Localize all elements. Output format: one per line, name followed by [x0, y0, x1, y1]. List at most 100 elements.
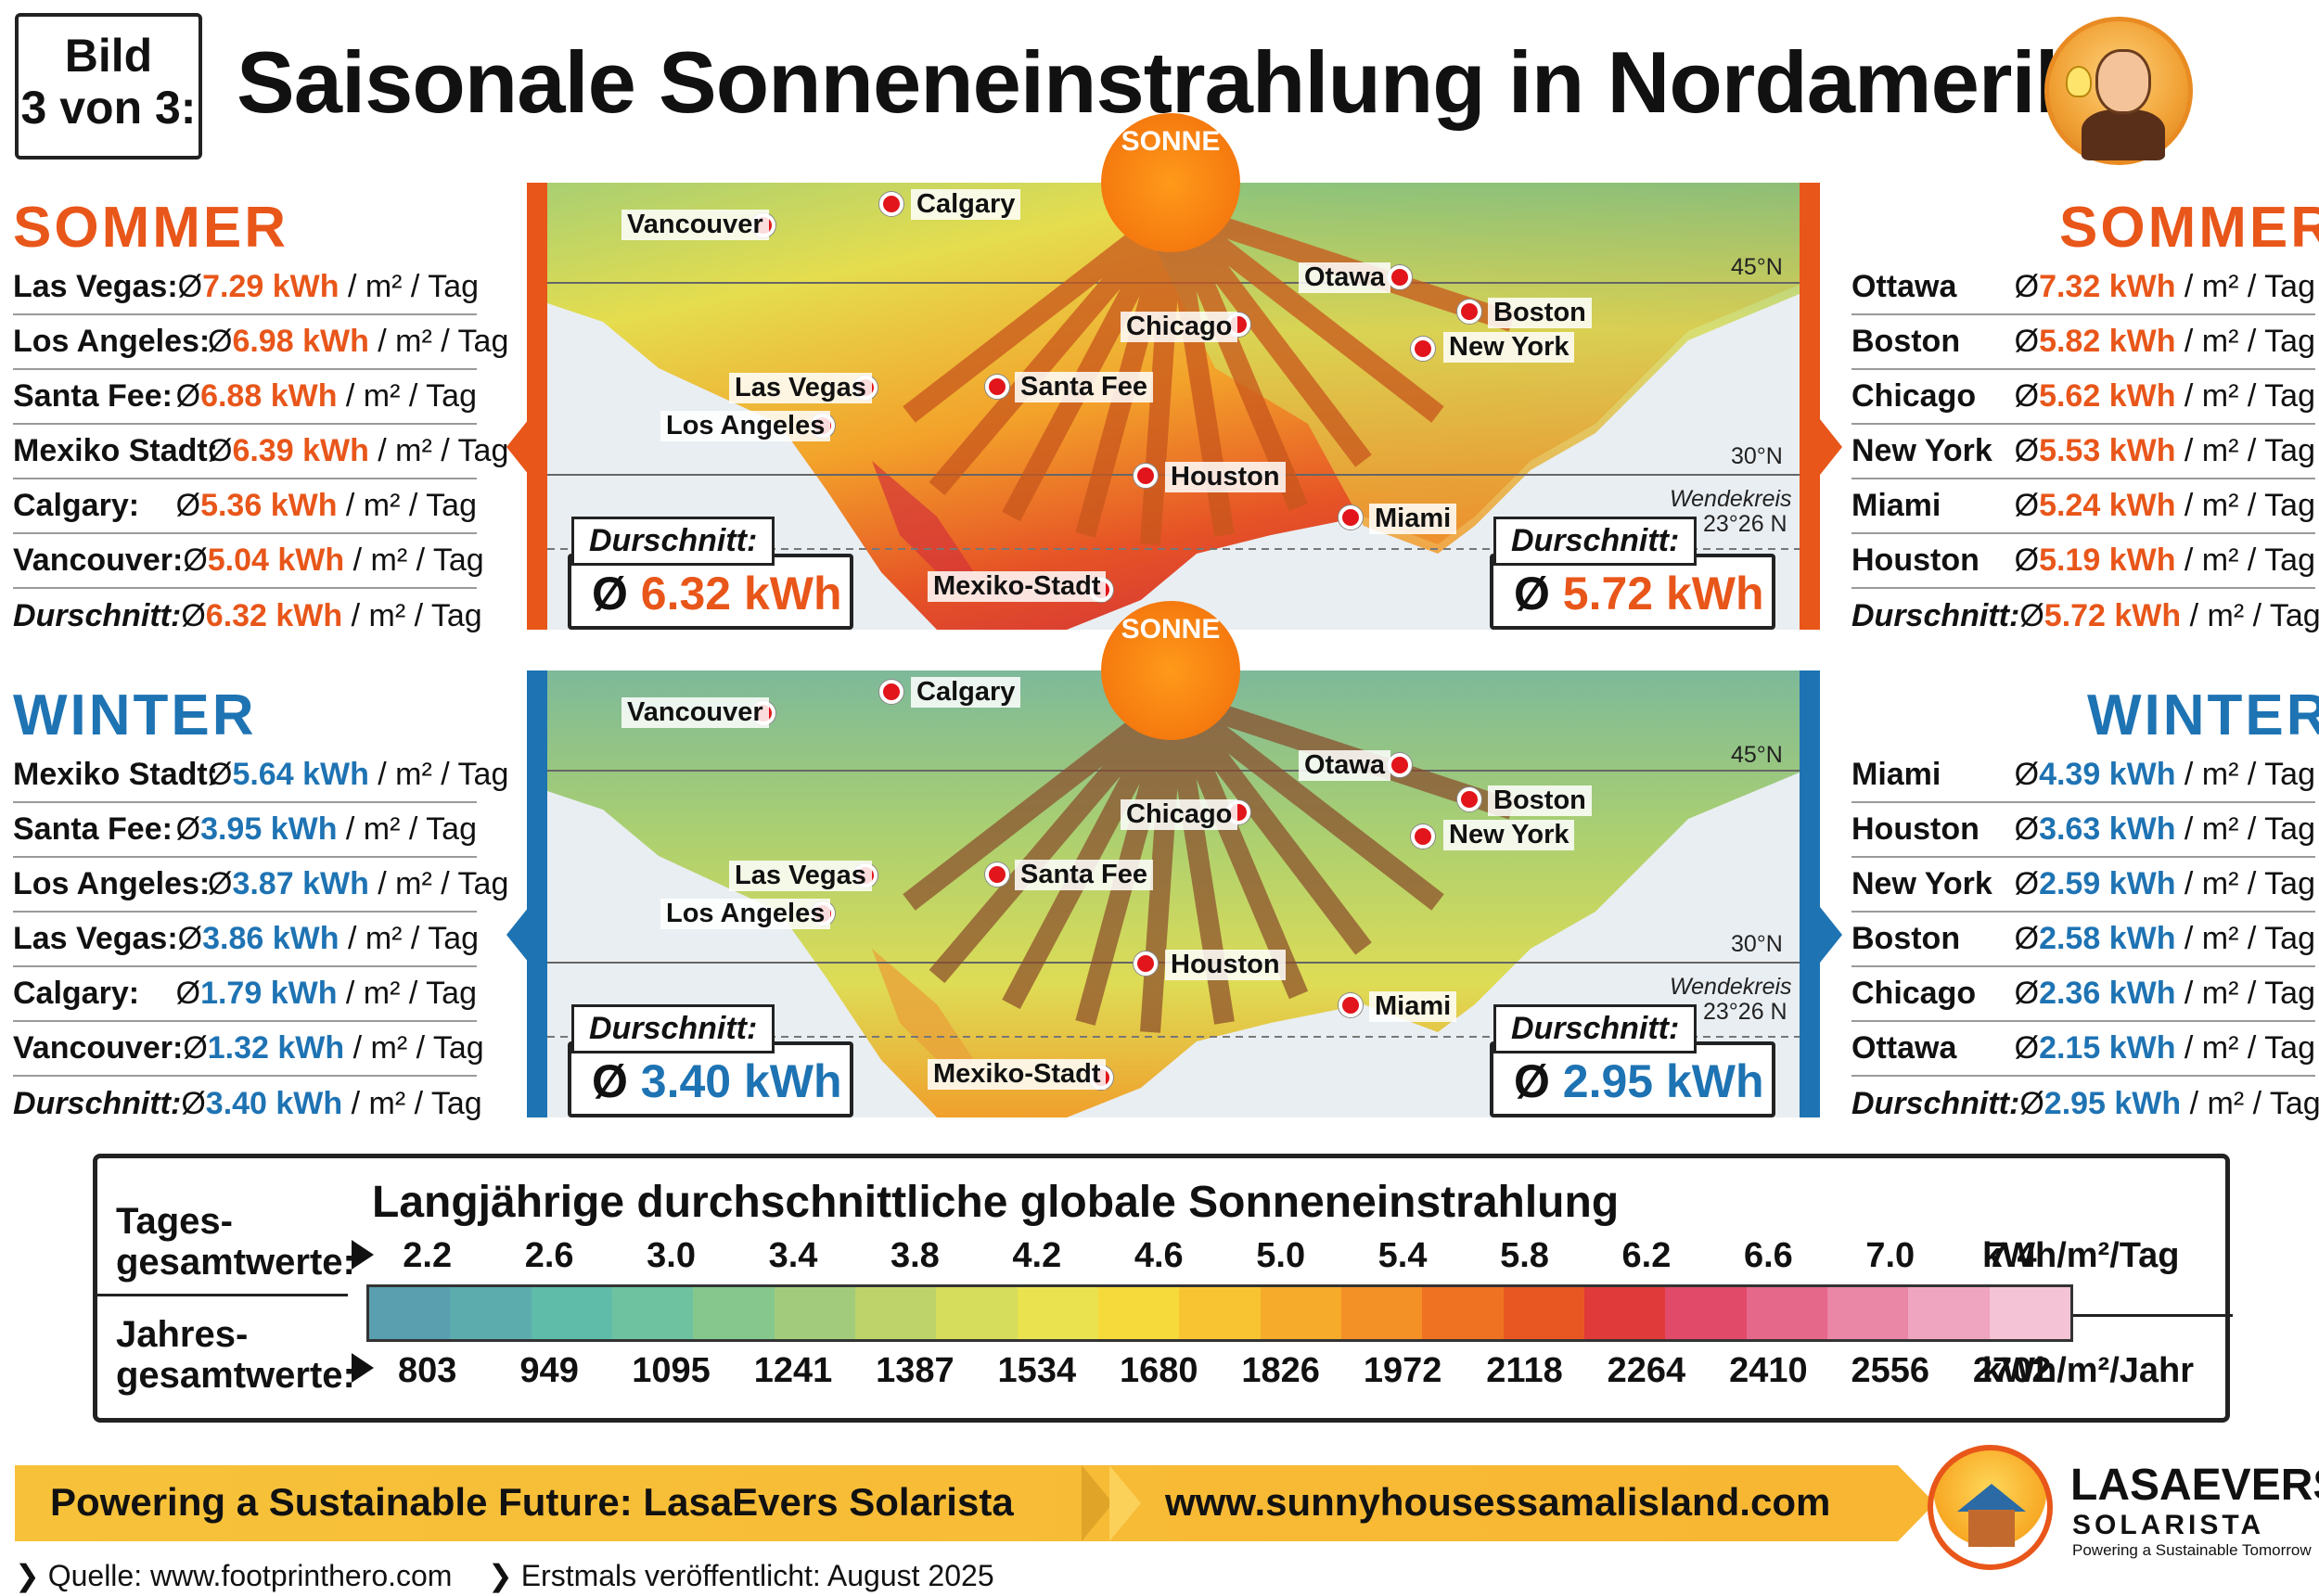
avg-symbol: Ø	[2014, 433, 2040, 468]
avg-symbol: Ø	[177, 921, 203, 956]
marker-new-york	[1411, 337, 1435, 361]
summer-avg-east-label: Durschnitt:	[1493, 517, 1698, 566]
list-value: Ø2.59 kWh / m² / Tag	[2015, 866, 2315, 902]
list-value-unit: / m² / Tag	[2175, 866, 2315, 901]
banner-tagline: Powering a Sustainable Future: LasaEvers…	[50, 1480, 1014, 1524]
list-row: Chicago Ø2.36 kWh / m² / Tag	[1851, 967, 2315, 1022]
list-value: Ø5.82 kWh / m² / Tag	[2015, 324, 2315, 360]
avg-number: 5.72 kWh	[1562, 568, 1764, 619]
avg-number: 2.95 kWh	[1562, 1055, 1764, 1107]
published-text: Erstmals veröffentlicht: August 2025	[520, 1559, 994, 1592]
list-value-number: 7.29 kWh	[202, 269, 340, 304]
avg-symbol: Ø	[1514, 1055, 1563, 1107]
list-value: Ø5.19 kWh / m² / Tag	[2015, 543, 2315, 579]
list-value: Ø5.64 kWh / m² / Tag	[208, 757, 508, 793]
legend-title: Langjährige durchschnittliche globale So…	[372, 1178, 1620, 1227]
avg-symbol: Ø	[2014, 866, 2040, 901]
list-value-unit: / m² / Tag	[337, 378, 477, 414]
tropic-label-summer-1: Wendekreis	[1670, 486, 1792, 512]
list-value-number: 3.63 kWh	[2039, 811, 2176, 847]
list-row: Calgary: Ø5.36 kWh / m² / Tag	[13, 479, 477, 534]
list-city: Vancouver:	[13, 543, 184, 578]
list-value: Ø7.32 kWh / m² / Tag	[2015, 269, 2315, 305]
list-value: Ø1.79 kWh / m² / Tag	[176, 976, 477, 1012]
legend-color-swatch	[531, 1287, 612, 1339]
marker-otawa	[1388, 265, 1412, 289]
list-value-number: 6.39 kWh	[232, 433, 369, 468]
list-city: Vancouver:	[13, 1030, 184, 1066]
avg-symbol: Ø	[208, 433, 233, 468]
list-value-number: 5.53 kWh	[2039, 433, 2176, 468]
label-vancouver: Vancouver	[621, 210, 769, 240]
summer-avg-west-box: Durschnitt: Ø 6.32 kWh	[568, 517, 853, 630]
list-row: Los Angeles: Ø6.98 kWh / m² / Tag	[13, 315, 508, 370]
legend-tick: 7.0	[1865, 1236, 1915, 1275]
legend-tick: 6.6	[1743, 1236, 1793, 1275]
list-city: Houston	[1851, 543, 1979, 578]
avg-symbol: Ø	[592, 1055, 641, 1107]
list-row: Ottawa Ø7.32 kWh / m² / Tag	[1851, 261, 2315, 315]
legend-yearly-label-1: Jahres-	[116, 1314, 249, 1355]
list-city: Durschnitt:	[1851, 598, 2020, 633]
lat-45-winter: 45°N	[1731, 742, 1783, 768]
winter-avg-west-value: Ø 3.40 kWh	[571, 1045, 850, 1117]
legend-color-swatch	[1017, 1287, 1098, 1339]
source-text[interactable]: Quelle: www.footprinthero.com	[47, 1559, 453, 1592]
list-value: Ø5.53 kWh / m² / Tag	[2015, 433, 2315, 469]
list-city: Ottawa	[1851, 269, 1957, 304]
chevron-right-icon: ❯	[488, 1559, 521, 1592]
legend-tick: 1972	[1363, 1351, 1442, 1390]
legend-color-swatch	[1179, 1287, 1261, 1339]
summer-west-list: Las Vegas: Ø7.29 kWh / m² / Tag Los Angele…	[13, 261, 508, 644]
list-value: Ø5.62 kWh / m² / Tag	[2015, 378, 2315, 415]
legend-tick: 2702	[1972, 1351, 2052, 1390]
list-value-unit: / m² / Tag	[368, 866, 509, 901]
brand-name: LASAEVERS	[2070, 1461, 2319, 1510]
lasaevers-logo-icon	[1928, 1445, 2053, 1570]
list-value-number: 6.88 kWh	[200, 378, 338, 414]
legend-tick: 1095	[632, 1351, 711, 1390]
list-value: Ø5.04 kWh / m² / Tag	[183, 543, 483, 579]
list-value-unit: / m² / Tag	[2175, 433, 2315, 468]
list-row: Boston Ø2.58 kWh / m² / Tag	[1851, 913, 2315, 967]
avg-symbol: Ø	[2014, 1030, 2040, 1066]
lat-30-summer: 30°N	[1731, 443, 1783, 469]
list-value-unit: / m² / Tag	[2181, 1086, 2319, 1121]
legend-color-swatch	[774, 1287, 855, 1339]
list-city: Chicago	[1851, 976, 1977, 1011]
list-city: Miami	[1851, 488, 1941, 523]
banner-chevron-icon-2	[1109, 1465, 1141, 1541]
tropic-label-summer-2: 23°26 N	[1703, 511, 1787, 537]
lat-30-winter: 30°N	[1731, 931, 1783, 957]
banner-website-link[interactable]: www.sunnyhousessamalisland.com	[1165, 1480, 1831, 1524]
list-city: New York	[1851, 433, 1992, 468]
list-value-unit: / m² / Tag	[2175, 324, 2315, 359]
legend-yearly-label-2: gesamtwerte:	[116, 1355, 355, 1396]
label-santa-fee-winter: Santa Fee	[1015, 860, 1153, 890]
list-row: Ottawa Ø2.15 kWh / m² / Tag	[1851, 1022, 2315, 1077]
list-value: Ø6.32 kWh / m² / Tag	[181, 598, 481, 634]
list-city: Durschnitt:	[1851, 1086, 2020, 1121]
list-value-unit: / m² / Tag	[368, 433, 509, 468]
legend-color-swatch	[1340, 1287, 1423, 1339]
list-row: Santa Fee: Ø6.88 kWh / m² / Tag	[13, 370, 477, 425]
summer-title-right: SOMMER	[2059, 196, 2319, 260]
label-chicago-winter: Chicago	[1121, 799, 1238, 830]
list-value-number: 3.40 kWh	[205, 1086, 343, 1121]
list-value-number: 7.32 kWh	[2039, 269, 2176, 304]
label-chicago: Chicago	[1121, 312, 1238, 342]
legend-daily-unit: kWh/m²/Tag	[1982, 1236, 2180, 1275]
avg-symbol: Ø	[208, 324, 233, 359]
list-city: Ottawa	[1851, 1030, 1957, 1066]
legend-tick: 2410	[1729, 1351, 1808, 1390]
avg-symbol: Ø	[208, 757, 233, 792]
list-value-unit: / m² / Tag	[337, 811, 477, 847]
list-value: Ø5.24 kWh / m² / Tag	[2015, 488, 2315, 524]
legend-color-swatch	[450, 1287, 532, 1339]
list-value: Ø2.36 kWh / m² / Tag	[2015, 976, 2315, 1012]
avg-symbol: Ø	[2014, 324, 2040, 359]
list-row: Calgary: Ø1.79 kWh / m² / Tag	[13, 967, 477, 1022]
list-value-number: 2.58 kWh	[2039, 921, 2176, 956]
list-value-unit: / m² / Tag	[368, 757, 509, 792]
avg-symbol: Ø	[183, 543, 208, 578]
